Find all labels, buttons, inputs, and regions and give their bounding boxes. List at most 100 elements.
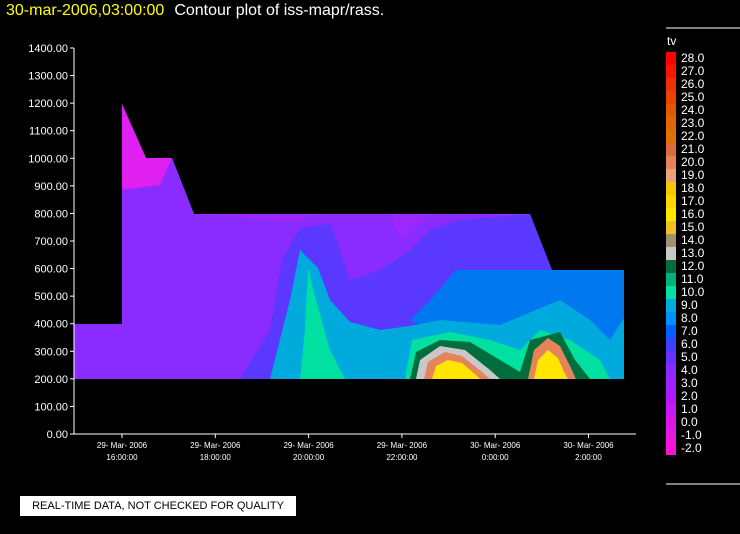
colorbar-level-label: 18.0 bbox=[681, 181, 705, 195]
colorbar-level-label: 1.0 bbox=[681, 402, 698, 416]
colorbar-swatch bbox=[666, 130, 676, 143]
y-tick-label: 600.00 bbox=[34, 264, 68, 276]
x-tick-date: 29- Mar- 2006 bbox=[97, 441, 148, 450]
colorbar-level-label: 22.0 bbox=[681, 129, 705, 143]
colorbar-level-label: -2.0 bbox=[681, 441, 702, 455]
colorbar-level-label: 28.0 bbox=[681, 51, 705, 65]
colorbar-level-label: 16.0 bbox=[681, 207, 705, 221]
colorbar-level-label: 3.0 bbox=[681, 376, 698, 390]
colorbar-level-label: -1.0 bbox=[681, 428, 702, 442]
x-tick-time: 0:00:00 bbox=[482, 453, 509, 462]
contour-band-yellow-right bbox=[534, 350, 568, 379]
colorbar-swatch bbox=[666, 442, 676, 455]
colorbar-swatch bbox=[666, 234, 676, 247]
colorbar-swatch bbox=[666, 65, 676, 78]
colorbar-level-label: 21.0 bbox=[681, 142, 705, 156]
colorbar-swatch bbox=[666, 247, 676, 260]
colorbar-level-label: 25.0 bbox=[681, 90, 705, 104]
colorbar-swatch bbox=[666, 260, 676, 273]
colorbar-swatch bbox=[666, 403, 676, 416]
colorbar-swatch bbox=[666, 273, 676, 286]
colorbar-swatch bbox=[666, 286, 676, 299]
colorbar-swatch bbox=[666, 208, 676, 221]
colorbar-level-label: 23.0 bbox=[681, 116, 705, 130]
y-tick-label: 400.00 bbox=[34, 319, 68, 331]
x-tick-time: 2:00:00 bbox=[575, 453, 602, 462]
x-tick-date: 29- Mar- 2006 bbox=[283, 441, 334, 450]
colorbar-swatch bbox=[666, 325, 676, 338]
y-axis: 1400.00 1300.00 1200.00 1100.00 1000.00 900.0… bbox=[28, 43, 74, 441]
contour-band-magenta-top bbox=[122, 104, 172, 190]
colorbar-level-label: 27.0 bbox=[681, 64, 705, 78]
colorbar-level-label: 19.0 bbox=[681, 168, 705, 182]
y-tick-label: 1000.00 bbox=[28, 153, 68, 165]
x-tick-date: 30- Mar- 2006 bbox=[563, 441, 614, 450]
colorbar-swatch bbox=[666, 351, 676, 364]
colorbar: tv 28.027.026.025.024.023.022.021.020.01… bbox=[666, 27, 740, 485]
colorbar-level-label: 2.0 bbox=[681, 389, 698, 403]
colorbar-swatch bbox=[666, 390, 676, 403]
x-tick-date: 30- Mar- 2006 bbox=[470, 441, 521, 450]
colorbar-level-label: 15.0 bbox=[681, 220, 705, 234]
y-tick-label: 500.00 bbox=[34, 291, 68, 303]
y-tick-label: 0.00 bbox=[47, 429, 68, 441]
colorbar-level-label: 7.0 bbox=[681, 324, 698, 338]
quality-notice: REAL-TIME DATA, NOT CHECKED FOR QUALITY bbox=[20, 496, 296, 516]
x-tick-time: 20:00:00 bbox=[293, 453, 325, 462]
colorbar-swatch bbox=[666, 143, 676, 156]
colorbar-swatch bbox=[666, 91, 676, 104]
colorbar-label: tv bbox=[667, 34, 676, 48]
x-tick-time: 22:00:00 bbox=[386, 453, 418, 462]
colorbar-swatch bbox=[666, 52, 676, 65]
colorbar-swatch bbox=[666, 156, 676, 169]
colorbar-level-label: 17.0 bbox=[681, 194, 705, 208]
timestamp: 30-mar-2006,03:00:00 bbox=[6, 2, 165, 19]
colorbar-level-label: 12.0 bbox=[681, 259, 705, 273]
chart-title: Contour plot of iss-mapr/rass. bbox=[174, 2, 385, 19]
contour-fill bbox=[74, 104, 624, 379]
colorbar-swatch bbox=[666, 104, 676, 117]
y-tick-label: 900.00 bbox=[34, 181, 68, 193]
colorbar-swatch bbox=[666, 377, 676, 390]
y-tick-label: 700.00 bbox=[34, 236, 68, 248]
colorbar-swatch bbox=[666, 117, 676, 130]
colorbar-level-label: 0.0 bbox=[681, 415, 698, 429]
colorbar-swatch bbox=[666, 195, 676, 208]
colorbar-level-label: 9.0 bbox=[681, 298, 698, 312]
colorbar-level-label: 11.0 bbox=[681, 272, 704, 286]
colorbar-swatch bbox=[666, 416, 676, 429]
colorbar-level-label: 14.0 bbox=[681, 233, 705, 247]
colorbar-level-label: 26.0 bbox=[681, 77, 705, 91]
y-tick-label: 1300.00 bbox=[28, 71, 68, 83]
x-tick-time: 18:00:00 bbox=[200, 453, 232, 462]
colorbar-level-label: 13.0 bbox=[681, 246, 705, 260]
y-tick-label: 1100.00 bbox=[29, 126, 68, 138]
colorbar-swatch bbox=[666, 221, 676, 234]
colorbar-swatch bbox=[666, 182, 676, 195]
colorbar-level-label: 24.0 bbox=[681, 103, 705, 117]
colorbar-level-label: 4.0 bbox=[681, 363, 698, 377]
y-tick-label: 100.00 bbox=[34, 401, 68, 413]
colorbar-swatch bbox=[666, 338, 676, 351]
contour-band-yellow bbox=[432, 360, 480, 379]
y-tick-label: 1200.00 bbox=[28, 98, 68, 110]
x-tick-time: 16:00:00 bbox=[106, 453, 138, 462]
x-axis: 29- Mar- 2006 16:00:00 29- Mar- 2006 18:00:… bbox=[97, 434, 614, 462]
colorbar-level-label: 10.0 bbox=[681, 285, 705, 299]
x-tick-date: 29- Mar- 2006 bbox=[190, 441, 241, 450]
colorbar-swatch bbox=[666, 312, 676, 325]
colorbar-swatch bbox=[666, 78, 676, 91]
colorbar-swatch bbox=[666, 364, 676, 377]
colorbar-swatch bbox=[666, 429, 676, 442]
colorbar-level-label: 20.0 bbox=[681, 155, 705, 169]
colorbar-level-label: 6.0 bbox=[681, 337, 698, 351]
y-tick-label: 200.00 bbox=[34, 374, 68, 386]
colorbar-level-label: 5.0 bbox=[681, 350, 698, 364]
contour-band-teal bbox=[300, 268, 345, 379]
colorbar-swatch bbox=[666, 169, 676, 182]
x-tick-date: 29- Mar- 2006 bbox=[377, 441, 428, 450]
y-tick-label: 800.00 bbox=[34, 208, 68, 220]
colorbar-level-label: 8.0 bbox=[681, 311, 698, 325]
y-tick-label: 300.00 bbox=[34, 346, 68, 358]
